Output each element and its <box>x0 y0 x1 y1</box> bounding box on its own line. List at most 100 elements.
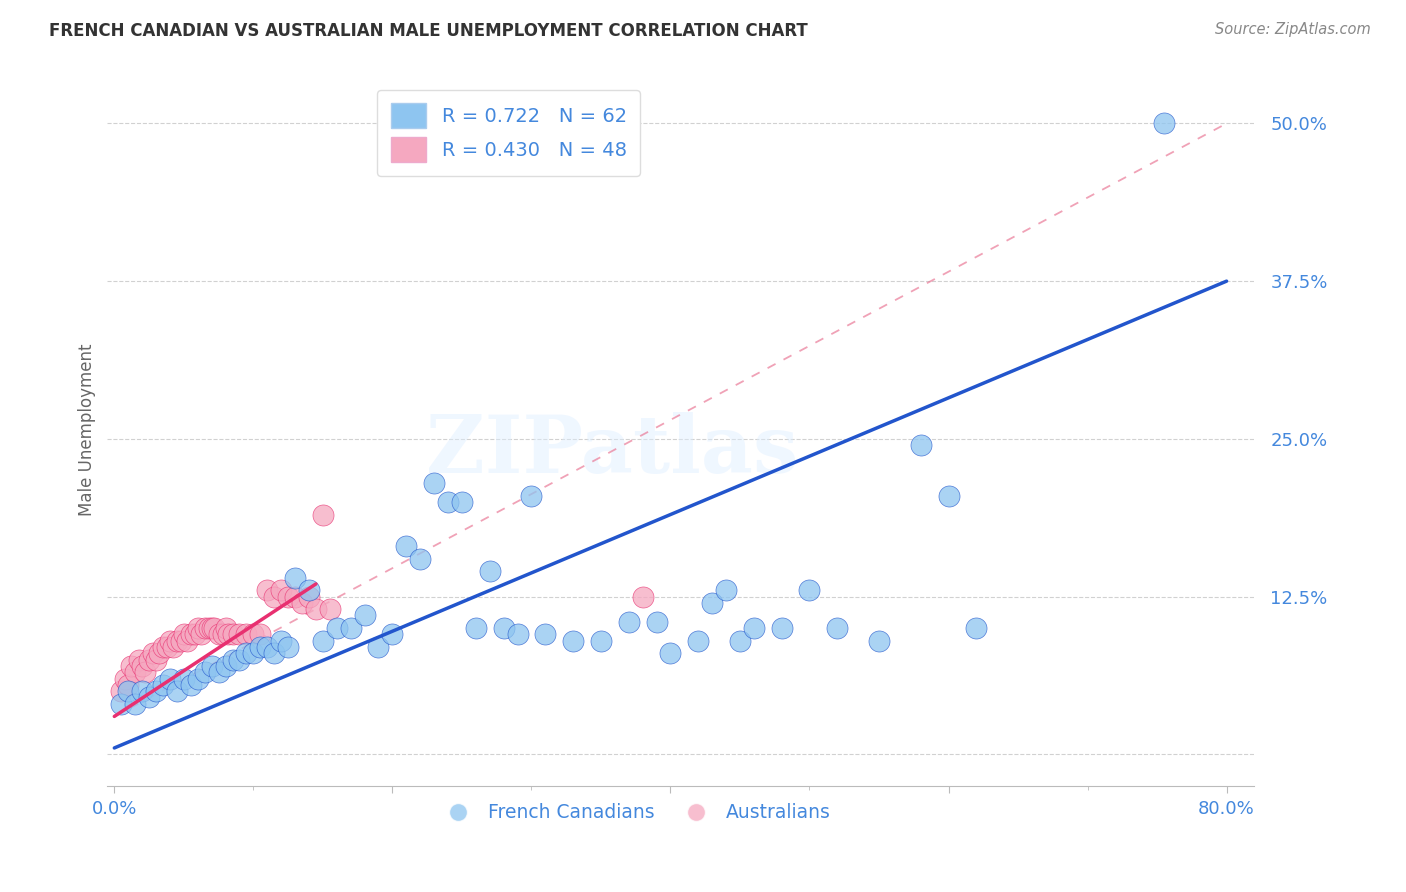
Australians <box>176 633 198 648</box>
Legend: French Canadians, Australians: French Canadians, Australians <box>432 796 838 830</box>
French Canadians <box>688 633 710 648</box>
Australians <box>201 621 224 635</box>
Australians <box>128 653 150 667</box>
French Canadians <box>117 684 139 698</box>
Australians <box>131 659 153 673</box>
Australians <box>217 627 239 641</box>
French Canadians <box>742 621 765 635</box>
Australians <box>138 653 160 667</box>
Australians <box>194 621 217 635</box>
Australians <box>214 621 236 635</box>
French Canadians <box>520 489 543 503</box>
Australians <box>263 590 285 604</box>
French Canadians <box>138 690 160 705</box>
French Canadians <box>645 615 668 629</box>
Australians <box>284 590 307 604</box>
French Canadians <box>409 551 432 566</box>
Australians <box>298 590 321 604</box>
Australians <box>114 672 136 686</box>
French Canadians <box>312 633 335 648</box>
French Canadians <box>159 672 181 686</box>
Australians <box>207 627 229 641</box>
French Canadians <box>187 672 209 686</box>
French Canadians <box>868 633 890 648</box>
Australians <box>242 627 264 641</box>
French Canadians <box>534 627 557 641</box>
French Canadians <box>277 640 299 654</box>
French Canadians <box>270 633 292 648</box>
French Canadians <box>152 678 174 692</box>
French Canadians <box>353 608 375 623</box>
French Canadians <box>589 633 612 648</box>
French Canadians <box>702 596 724 610</box>
Australians <box>159 633 181 648</box>
French Canadians <box>131 684 153 698</box>
French Canadians <box>659 646 682 660</box>
French Canadians <box>249 640 271 654</box>
French Canadians <box>242 646 264 660</box>
French Canadians <box>110 697 132 711</box>
French Canadians <box>1153 116 1175 130</box>
Australians <box>198 621 221 635</box>
Australians <box>173 627 195 641</box>
French Canadians <box>910 438 932 452</box>
Australians <box>211 627 233 641</box>
French Canadians <box>180 678 202 692</box>
Australians <box>228 627 250 641</box>
French Canadians <box>201 659 224 673</box>
Australians <box>631 590 654 604</box>
Australians <box>277 590 299 604</box>
French Canadians <box>423 475 446 490</box>
Australians <box>187 621 209 635</box>
Australians <box>256 583 278 598</box>
Australians <box>221 627 243 641</box>
Y-axis label: Male Unemployment: Male Unemployment <box>79 343 96 516</box>
Australians <box>124 665 146 680</box>
French Canadians <box>214 659 236 673</box>
French Canadians <box>714 583 737 598</box>
Australians <box>184 627 207 641</box>
Australians <box>162 640 184 654</box>
French Canadians <box>437 495 460 509</box>
Australians <box>156 640 179 654</box>
Text: FRENCH CANADIAN VS AUSTRALIAN MALE UNEMPLOYMENT CORRELATION CHART: FRENCH CANADIAN VS AUSTRALIAN MALE UNEMP… <box>49 22 808 40</box>
French Canadians <box>173 672 195 686</box>
French Canadians <box>298 583 321 598</box>
French Canadians <box>263 646 285 660</box>
Australians <box>134 665 156 680</box>
Australians <box>190 627 212 641</box>
French Canadians <box>145 684 167 698</box>
French Canadians <box>256 640 278 654</box>
French Canadians <box>506 627 529 641</box>
French Canadians <box>827 621 849 635</box>
Australians <box>204 621 226 635</box>
Australians <box>148 646 170 660</box>
French Canadians <box>284 571 307 585</box>
French Canadians <box>228 653 250 667</box>
French Canadians <box>221 653 243 667</box>
Text: ZIPatlas: ZIPatlas <box>426 412 799 490</box>
French Canadians <box>235 646 257 660</box>
Australians <box>120 659 142 673</box>
Australians <box>145 653 167 667</box>
French Canadians <box>617 615 640 629</box>
Australians <box>117 678 139 692</box>
Australians <box>312 508 335 522</box>
French Canadians <box>367 640 389 654</box>
French Canadians <box>339 621 361 635</box>
Australians <box>142 646 165 660</box>
French Canadians <box>464 621 486 635</box>
Australians <box>110 684 132 698</box>
Text: Source: ZipAtlas.com: Source: ZipAtlas.com <box>1215 22 1371 37</box>
French Canadians <box>938 489 960 503</box>
Australians <box>319 602 342 616</box>
French Canadians <box>207 665 229 680</box>
French Canadians <box>124 697 146 711</box>
French Canadians <box>770 621 793 635</box>
Australians <box>305 602 328 616</box>
Australians <box>249 627 271 641</box>
Australians <box>166 633 188 648</box>
Australians <box>152 640 174 654</box>
French Canadians <box>965 621 987 635</box>
French Canadians <box>562 633 585 648</box>
